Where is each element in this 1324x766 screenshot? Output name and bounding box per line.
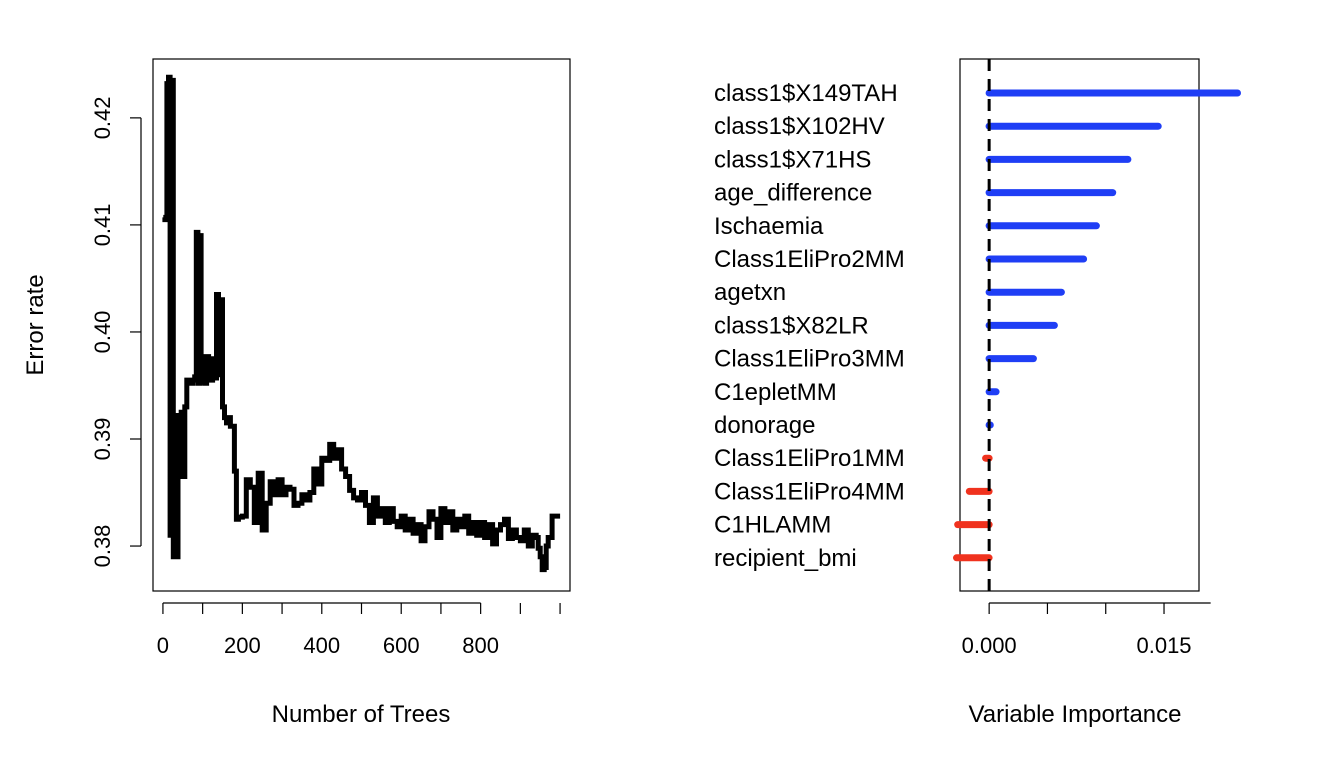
x-tick-label: 200 xyxy=(224,633,261,658)
variable-label: Class1EliPro2MM xyxy=(714,246,905,273)
y-tick-label: 0.42 xyxy=(90,96,115,139)
variable-label: class1$X102HV xyxy=(714,113,885,140)
variable-label: class1$X82LR xyxy=(714,312,869,339)
y-axis-ticks: 0.38 0.39 0.40 0.41 0.42 xyxy=(90,96,142,568)
importance-x-tick-label: 0.015 xyxy=(1136,633,1191,658)
variable-labels: class1$X149TAH class1$X102HV class1$X71HS a… xyxy=(714,80,905,572)
importance-plot-frame xyxy=(959,58,1200,592)
variable-label: Class1EliPro3MM xyxy=(714,346,905,373)
y-tick-label: 0.38 xyxy=(90,525,115,568)
error-rate-line xyxy=(162,74,561,573)
error-rate-chart: 0 200 400 600 800 0.38 0.39 0.40 0.41 0.42 Numbe… xyxy=(22,58,571,728)
importance-x-axis-ticks: 0.000 0.015 xyxy=(962,602,1211,658)
y-tick-label: 0.39 xyxy=(90,418,115,461)
importance-bars xyxy=(953,89,1241,562)
variable-label: Ischaemia xyxy=(714,213,824,240)
x-tick-label: 0 xyxy=(157,633,169,658)
x-tick-label: 400 xyxy=(303,633,340,658)
variable-label: C1HLAMM xyxy=(714,512,831,539)
importance-x-axis-title: Variable Importance xyxy=(969,701,1182,728)
x-axis-ticks: 0 200 400 600 800 xyxy=(157,602,561,658)
error-rate-plot-frame xyxy=(152,58,571,592)
variable-label: Class1EliPro1MM xyxy=(714,445,905,472)
importance-x-tick-label: 0.000 xyxy=(962,633,1017,658)
variable-label: C1epletMM xyxy=(714,379,837,406)
x-tick-label: 800 xyxy=(462,633,499,658)
variable-label: class1$X71HS xyxy=(714,146,871,173)
y-tick-label: 0.41 xyxy=(90,203,115,246)
variable-label: class1$X149TAH xyxy=(714,80,898,107)
x-axis-title: Number of Trees xyxy=(272,701,451,728)
x-tick-label: 600 xyxy=(383,633,420,658)
y-tick-label: 0.40 xyxy=(90,311,115,354)
y-axis-title: Error rate xyxy=(22,274,49,375)
variable-label: Class1EliPro4MM xyxy=(714,478,905,505)
variable-label: age_difference xyxy=(714,180,872,207)
variable-label: donorage xyxy=(714,412,815,439)
variable-label: agetxn xyxy=(714,279,786,306)
variable-label: recipient_bmi xyxy=(714,545,857,572)
variable-importance-chart: class1$X149TAH class1$X102HV class1$X71HS a… xyxy=(714,58,1241,728)
